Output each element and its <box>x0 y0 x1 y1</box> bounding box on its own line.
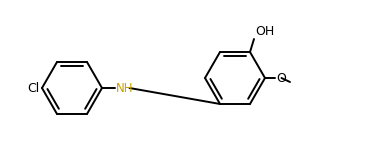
Text: Cl: Cl <box>27 81 39 94</box>
Text: OH: OH <box>255 25 274 38</box>
Text: O: O <box>276 72 286 84</box>
Text: NH: NH <box>116 81 133 94</box>
